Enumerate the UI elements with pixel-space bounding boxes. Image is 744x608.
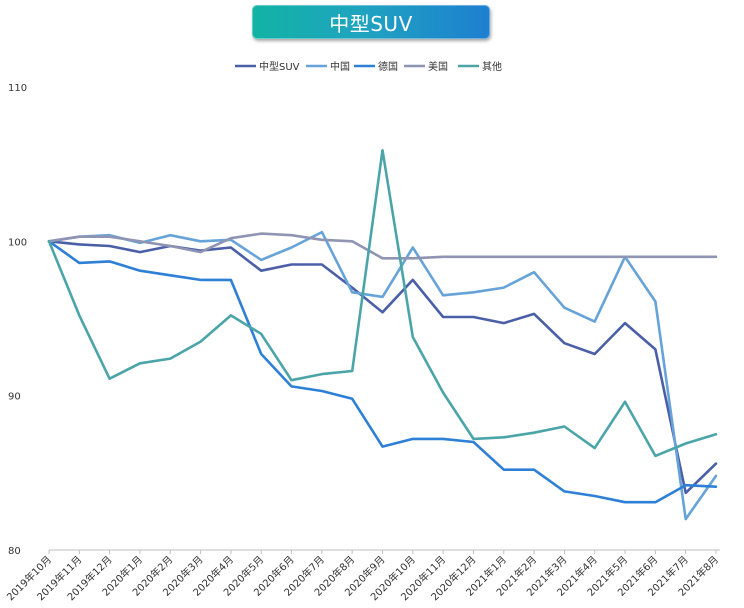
y-tick-label: 110 bbox=[8, 83, 27, 94]
chart-title: 中型SUV bbox=[252, 5, 490, 39]
legend-label: 美国 bbox=[428, 60, 448, 73]
y-tick-label: 100 bbox=[8, 237, 27, 248]
series-line-4 bbox=[47, 149, 718, 458]
x-axis: 2019年10月2019年11月2019年12月2020年1月2020年2月20… bbox=[4, 549, 721, 603]
y-axis: 80 90 100 110 bbox=[8, 83, 27, 557]
series-line-0 bbox=[47, 240, 718, 495]
series-line-2 bbox=[47, 240, 718, 504]
legend-label: 中型SUV bbox=[259, 60, 300, 73]
y-tick-label: 80 bbox=[8, 546, 21, 557]
legend-label: 其他 bbox=[482, 60, 502, 73]
series-line-3 bbox=[47, 232, 718, 260]
series-line-1 bbox=[47, 230, 718, 521]
y-tick-label: 90 bbox=[8, 392, 21, 403]
plot-area bbox=[47, 149, 718, 521]
legend-label: 德国 bbox=[378, 60, 398, 73]
legend: 中型SUV 中国 德国 美国 其他 bbox=[235, 60, 502, 73]
legend-label: 中国 bbox=[330, 60, 350, 73]
